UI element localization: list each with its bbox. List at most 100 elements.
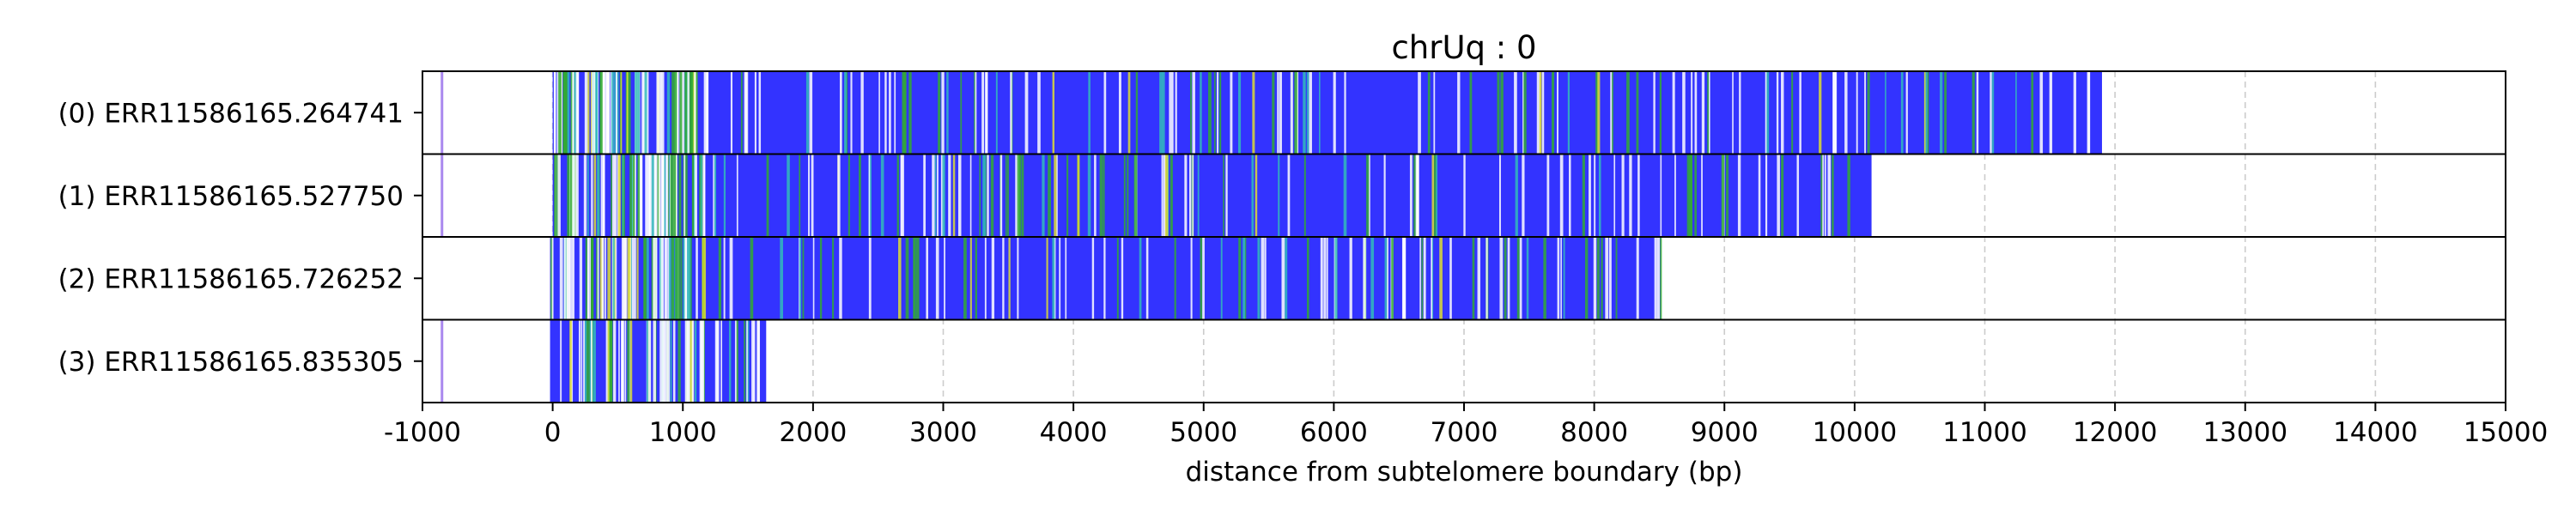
variant-stripe <box>696 238 698 319</box>
variant-stripe <box>634 238 636 319</box>
variant-stripe <box>659 320 664 402</box>
variant-stripe <box>605 320 610 402</box>
variant-stripe <box>699 154 702 236</box>
variant-stripe <box>1019 154 1022 236</box>
variant-stripe <box>690 72 694 154</box>
variant-stripe <box>1726 154 1729 236</box>
variant-stripe <box>700 154 702 236</box>
repeat-block <box>552 154 1872 236</box>
variant-stripe <box>714 320 719 402</box>
variant-stripe <box>1169 72 1171 154</box>
variant-stripe <box>1457 72 1461 154</box>
variant-stripe <box>799 154 801 236</box>
variant-stripe <box>651 238 654 319</box>
variant-stripe <box>627 320 630 402</box>
variant-stripe <box>1037 72 1041 154</box>
variant-stripe <box>1238 238 1242 319</box>
variant-stripe <box>914 238 916 319</box>
variant-stripe <box>611 154 613 236</box>
variant-stripe <box>1383 154 1386 236</box>
variant-stripe <box>658 154 661 236</box>
variant-stripe <box>991 238 995 319</box>
variant-stripe <box>1560 238 1562 319</box>
variant-stripe <box>1197 154 1200 236</box>
variant-stripe <box>567 72 570 154</box>
variant-stripe <box>1052 238 1055 319</box>
variant-stripe <box>1515 154 1518 236</box>
variant-stripe <box>1418 72 1421 154</box>
variant-stripe <box>645 154 648 236</box>
variant-stripe <box>1309 72 1312 154</box>
variant-stripe <box>1008 238 1011 319</box>
variant-stripe <box>572 154 574 236</box>
variant-stripe <box>1654 238 1657 319</box>
variant-stripe <box>913 238 915 319</box>
variant-stripe <box>1334 238 1338 319</box>
variant-stripe <box>1306 238 1309 319</box>
variant-stripe <box>1497 72 1500 154</box>
variant-stripe <box>740 72 743 154</box>
variant-stripe <box>884 72 887 154</box>
variant-stripe <box>1536 72 1540 154</box>
variant-stripe <box>1522 72 1524 154</box>
variant-stripe <box>960 72 963 154</box>
variant-stripe <box>923 154 927 236</box>
variant-stripe <box>1164 154 1169 236</box>
variant-stripe <box>1499 238 1504 319</box>
x-tick-label: 7000 <box>1431 417 1498 448</box>
variant-stripe <box>1613 154 1616 236</box>
variant-stripe <box>754 72 756 154</box>
variant-stripe <box>1653 72 1656 154</box>
variant-stripe <box>663 320 665 402</box>
variant-stripe <box>1010 72 1012 154</box>
variant-stripe <box>668 238 671 319</box>
variant-stripe <box>926 238 929 319</box>
variant-stripe <box>744 72 747 154</box>
read-track: (3) ERR11586165.835305 <box>58 318 2506 403</box>
variant-stripe <box>2039 72 2044 154</box>
variant-stripe <box>579 238 583 319</box>
variant-stripe <box>1608 238 1612 319</box>
variant-stripe <box>1306 72 1309 154</box>
variant-stripe <box>1251 154 1255 236</box>
variant-stripe <box>1242 238 1246 319</box>
variant-stripe <box>683 154 686 236</box>
variant-stripe <box>808 154 811 236</box>
variant-stripe <box>641 72 645 154</box>
variant-stripe <box>613 320 617 402</box>
variant-stripe <box>1732 72 1734 154</box>
variant-stripe <box>614 154 617 236</box>
variant-stripe <box>1701 72 1705 154</box>
variant-stripe <box>1123 154 1126 236</box>
variant-stripe <box>1610 72 1613 154</box>
variant-stripe <box>1054 238 1056 319</box>
variant-stripe <box>703 72 707 154</box>
variant-stripe <box>1799 72 1801 154</box>
variant-stripe <box>932 154 935 236</box>
variant-stripe <box>566 238 569 319</box>
variant-stripe <box>676 72 679 154</box>
variant-stripe <box>1615 238 1618 319</box>
variant-stripe <box>587 238 589 319</box>
variant-stripe <box>1557 72 1558 154</box>
variant-stripe <box>1611 72 1613 154</box>
variant-stripe <box>1504 238 1507 319</box>
variant-stripe <box>651 154 654 236</box>
variant-stripe <box>1557 238 1560 319</box>
variant-stripe <box>671 72 675 154</box>
variant-stripe <box>1161 154 1163 236</box>
variant-stripe <box>934 154 937 236</box>
variant-stripe <box>902 72 904 154</box>
variant-stripe <box>1103 154 1105 236</box>
variant-stripe <box>1363 238 1366 319</box>
variant-stripe <box>1005 154 1007 236</box>
variant-stripe <box>1431 238 1433 319</box>
variant-stripe <box>979 154 981 236</box>
variant-stripe <box>690 320 693 402</box>
variant-stripe <box>728 320 732 402</box>
variant-stripe <box>1303 154 1306 236</box>
variant-stripe <box>751 320 754 402</box>
variant-stripe <box>670 154 672 236</box>
variant-stripe <box>1691 72 1693 154</box>
variant-stripe <box>1637 154 1640 236</box>
